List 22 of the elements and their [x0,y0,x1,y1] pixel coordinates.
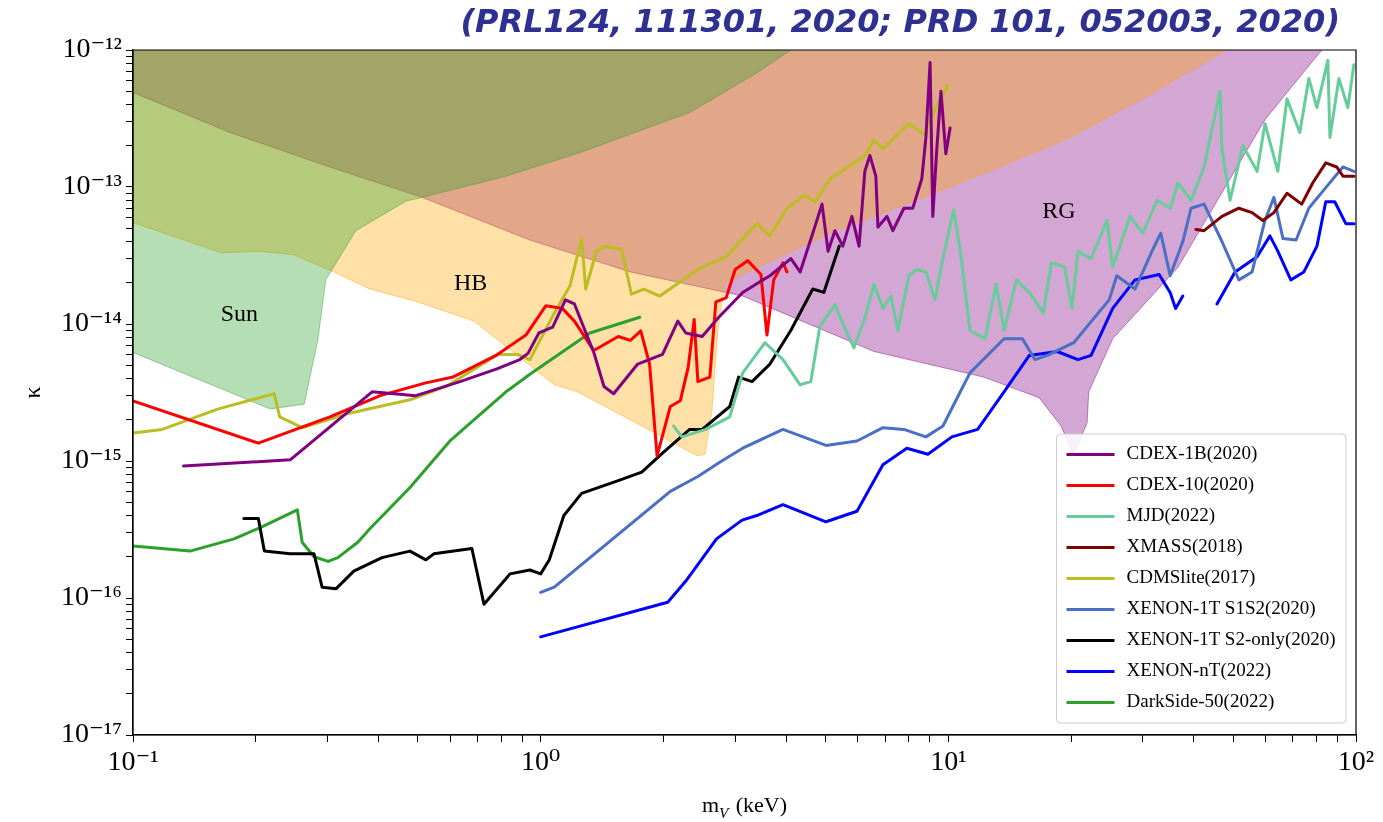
y-tick-label: 10⁻¹⁴ [61,306,122,338]
legend-label: CDMSlite(2017) [1126,566,1256,589]
y-tick-label: 10⁻¹⁶ [61,580,122,612]
legend-label: XENON-nT(2022) [1126,659,1272,682]
legend-label: XENON-1T S1S2(2020) [1126,597,1316,620]
annotation: HB [453,268,488,295]
legend-label: CDEX-10(2020) [1126,473,1255,496]
legend-label: DarkSide-50(2022) [1126,690,1275,713]
legend-label: MJD(2022) [1126,504,1216,527]
y-tick-label: 10⁻¹³ [62,169,122,201]
x-tick-label: 10² [1337,745,1375,777]
annotation: RG [1042,196,1076,223]
annotation: Sun [220,299,259,326]
chart-title: (PRL124, 111301, 2020; PRD 101, 052003, 2020) [460,2,1340,41]
x-tick-label: 10¹ [930,745,967,777]
legend-label: XENON-1T S2-only(2020) [1126,628,1336,651]
legend-label: CDEX-1B(2020) [1126,442,1258,465]
y-tick-label: 10⁻¹² [62,32,122,64]
legend-label: XMASS(2018) [1126,535,1243,558]
y-tick-label: 10⁻¹⁵ [61,443,122,475]
x-tick-label: 10⁰ [521,745,561,777]
y-axis-title: κ [19,386,45,399]
